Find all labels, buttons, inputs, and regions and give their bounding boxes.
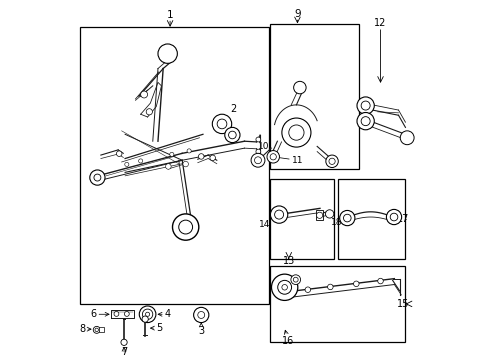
Circle shape xyxy=(90,170,105,185)
Circle shape xyxy=(158,44,177,63)
Circle shape xyxy=(94,174,101,181)
Circle shape xyxy=(217,119,226,129)
Text: 2: 2 xyxy=(224,104,236,120)
Circle shape xyxy=(255,149,260,154)
Circle shape xyxy=(327,284,332,290)
Circle shape xyxy=(224,127,240,143)
Bar xyxy=(315,211,323,220)
Text: 4: 4 xyxy=(158,309,171,319)
Circle shape xyxy=(250,153,264,167)
Circle shape xyxy=(325,210,333,218)
Text: 5: 5 xyxy=(150,323,162,333)
Circle shape xyxy=(142,316,148,322)
Circle shape xyxy=(356,112,373,130)
Circle shape xyxy=(197,311,204,319)
Circle shape xyxy=(290,275,300,284)
Text: 1: 1 xyxy=(166,10,173,20)
Circle shape xyxy=(361,117,369,126)
Circle shape xyxy=(145,312,149,316)
Circle shape xyxy=(316,212,322,219)
Circle shape xyxy=(325,155,338,167)
Circle shape xyxy=(356,97,373,114)
Circle shape xyxy=(179,220,192,234)
Circle shape xyxy=(377,278,383,284)
Circle shape xyxy=(95,328,98,332)
Circle shape xyxy=(183,161,188,167)
Circle shape xyxy=(293,81,305,94)
Text: 18: 18 xyxy=(330,218,346,227)
Circle shape xyxy=(193,307,208,323)
Circle shape xyxy=(209,155,215,161)
Circle shape xyxy=(165,164,171,169)
Bar xyxy=(270,179,334,259)
Circle shape xyxy=(255,137,260,142)
Circle shape xyxy=(141,91,147,98)
Bar xyxy=(270,23,358,169)
Circle shape xyxy=(124,162,129,166)
Circle shape xyxy=(274,210,283,219)
Circle shape xyxy=(93,327,100,333)
Circle shape xyxy=(114,311,119,316)
Circle shape xyxy=(146,109,152,115)
Bar xyxy=(337,179,405,259)
Circle shape xyxy=(138,159,142,163)
Circle shape xyxy=(400,131,413,145)
Circle shape xyxy=(266,150,279,163)
Bar xyxy=(270,266,405,342)
Circle shape xyxy=(281,284,287,290)
Text: 12: 12 xyxy=(374,18,386,28)
Circle shape xyxy=(124,311,129,316)
Circle shape xyxy=(277,280,291,294)
Circle shape xyxy=(169,152,174,157)
Circle shape xyxy=(389,213,397,221)
Circle shape xyxy=(142,309,152,319)
Circle shape xyxy=(281,118,310,147)
Circle shape xyxy=(328,158,334,165)
Circle shape xyxy=(305,287,310,292)
Text: 15: 15 xyxy=(396,299,408,309)
Circle shape xyxy=(116,151,122,157)
Text: 7: 7 xyxy=(121,347,127,357)
Circle shape xyxy=(288,125,304,140)
Circle shape xyxy=(228,131,236,139)
Text: 11: 11 xyxy=(275,156,303,165)
Circle shape xyxy=(271,274,297,301)
Circle shape xyxy=(353,281,358,287)
Circle shape xyxy=(139,306,156,323)
Circle shape xyxy=(361,101,369,110)
Circle shape xyxy=(293,277,298,282)
Circle shape xyxy=(386,210,401,225)
Circle shape xyxy=(121,339,127,346)
Text: 3: 3 xyxy=(198,323,204,336)
Circle shape xyxy=(339,211,354,226)
Text: 14: 14 xyxy=(259,216,277,229)
Circle shape xyxy=(198,154,203,159)
Text: 8: 8 xyxy=(79,324,91,334)
Bar xyxy=(80,27,268,304)
Bar xyxy=(99,328,104,332)
Text: 10: 10 xyxy=(257,142,269,158)
Circle shape xyxy=(187,149,191,153)
Circle shape xyxy=(172,214,199,240)
Circle shape xyxy=(343,214,350,222)
Circle shape xyxy=(269,154,276,160)
Text: 17: 17 xyxy=(396,214,408,224)
Text: 13: 13 xyxy=(282,256,294,266)
Text: 16: 16 xyxy=(282,330,294,346)
Circle shape xyxy=(254,157,261,164)
Circle shape xyxy=(270,206,287,223)
Circle shape xyxy=(212,114,231,134)
Text: 9: 9 xyxy=(294,9,300,19)
Text: 6: 6 xyxy=(90,309,109,319)
